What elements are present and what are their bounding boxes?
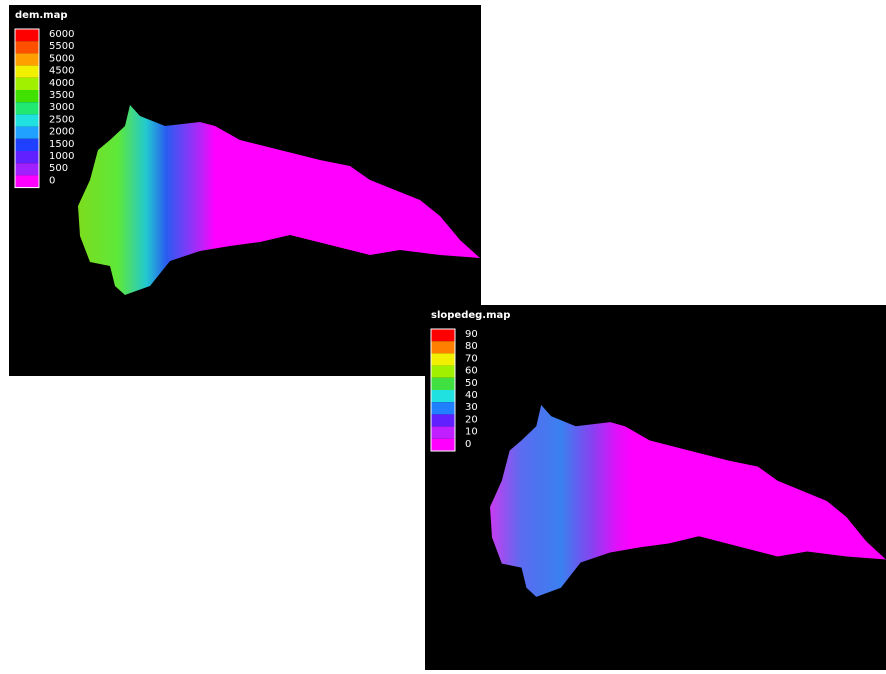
legend-swatch: [15, 163, 39, 175]
legend-swatch: [15, 66, 39, 78]
legend-label: 1000: [49, 151, 74, 162]
legend-label: 3000: [49, 102, 74, 113]
legend-swatch: [15, 127, 39, 139]
legend-label: 1500: [49, 139, 74, 150]
legend-label: 0: [49, 175, 55, 186]
legend-swatch: [431, 402, 455, 414]
legend-label: 6000: [49, 29, 74, 40]
legend-swatch: [15, 29, 39, 41]
legend-swatch: [431, 414, 455, 426]
legend-swatch: [431, 439, 455, 451]
legend-label: 20: [465, 414, 478, 425]
legend-swatch: [15, 114, 39, 126]
legend-label: 70: [465, 353, 478, 364]
legend-swatch: [15, 78, 39, 90]
legend-swatch: [431, 329, 455, 341]
legend-label: 10: [465, 427, 478, 438]
legend-swatch: [15, 151, 39, 163]
legend-swatch: [15, 102, 39, 114]
legend-label: 5000: [49, 53, 74, 64]
legend-label: 50: [465, 378, 478, 389]
map-title: dem.map: [15, 10, 68, 21]
legend-label: 30: [465, 402, 478, 413]
legend-label: 90: [465, 329, 478, 340]
map-title: slopedeg.map: [431, 310, 510, 321]
legend-label: 3500: [49, 90, 74, 101]
legend-swatch: [15, 41, 39, 53]
legend-label: 40: [465, 390, 478, 401]
legend-label: 4500: [49, 66, 74, 77]
legend-label: 500: [49, 163, 68, 174]
legend-label: 80: [465, 341, 478, 352]
legend-label: 5500: [49, 41, 74, 52]
page: dem.map600055005000450040003500300025002…: [0, 0, 886, 670]
screenshot: dem.map600055005000450040003500300025002…: [0, 0, 886, 670]
legend-swatch: [431, 427, 455, 439]
legend-label: 2000: [49, 127, 74, 138]
legend-label: 60: [465, 366, 478, 377]
legend-label: 4000: [49, 78, 74, 89]
legend-swatch: [431, 341, 455, 353]
legend-swatch: [15, 139, 39, 151]
legend-swatch: [431, 353, 455, 365]
legend-swatch: [431, 366, 455, 378]
legend-label: 0: [465, 439, 471, 450]
legend-swatch: [431, 390, 455, 402]
legend-swatch: [15, 175, 39, 187]
legend-swatch: [431, 378, 455, 390]
legend-label: 2500: [49, 114, 74, 125]
legend-swatch: [15, 53, 39, 65]
dem-window: dem.map600055005000450040003500300025002…: [9, 5, 481, 376]
legend-swatch: [15, 90, 39, 102]
